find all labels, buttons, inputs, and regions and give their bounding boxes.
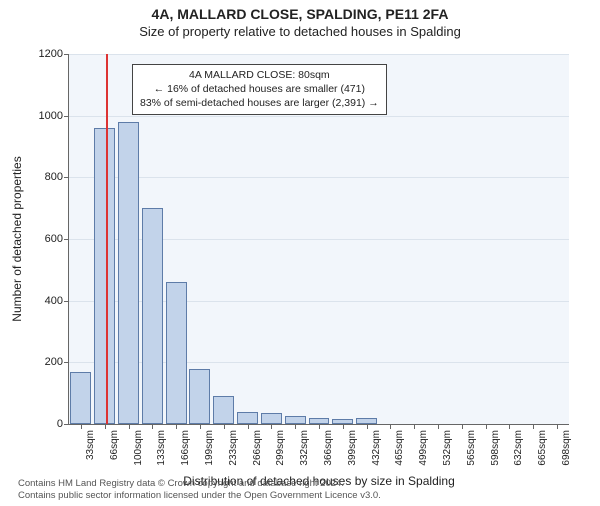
xtick-label: 332sqm [299,430,310,466]
xtick-label: 299sqm [275,430,286,466]
annotation-line1: 4A MALLARD CLOSE: 80sqm [140,68,379,82]
xtick-label: 166sqm [180,430,191,466]
xtick-label: 665sqm [537,430,548,466]
xtick-mark [367,424,368,429]
histogram-bar [237,412,258,424]
ytick-mark [64,54,69,55]
histogram-bar [285,416,306,424]
xtick-label: 632sqm [513,430,524,466]
xtick-mark [271,424,272,429]
xtick-label: 499sqm [418,430,429,466]
histogram-bar [213,396,234,424]
xtick-mark [557,424,558,429]
histogram-bar [142,208,163,424]
ytick-label: 600 [23,233,63,245]
xtick-label: 199sqm [204,430,215,466]
footer-line1: Contains HM Land Registry data © Crown c… [18,478,381,490]
histogram-bar [166,282,187,424]
xtick-mark [81,424,82,429]
plot-area: Number of detached properties Distributi… [68,54,569,425]
xtick-label: 532sqm [442,430,453,466]
ytick-mark [64,239,69,240]
gridline [69,116,569,117]
xtick-label: 66sqm [109,430,120,460]
ytick-label: 1000 [23,110,63,122]
annotation-line3: 83% of semi-detached houses are larger (… [140,96,379,110]
xtick-label: 598sqm [490,430,501,466]
ytick-mark [64,116,69,117]
xtick-mark [438,424,439,429]
xtick-mark [509,424,510,429]
xtick-label: 266sqm [252,430,263,466]
y-axis-label: Number of detached properties [10,156,24,321]
ytick-label: 400 [23,295,63,307]
xtick-label: 33sqm [85,430,96,460]
xtick-label: 465sqm [394,430,405,466]
footer-attribution: Contains HM Land Registry data © Crown c… [18,478,381,502]
xtick-label: 100sqm [133,430,144,466]
page-title-line1: 4A, MALLARD CLOSE, SPALDING, PE11 2FA [0,6,600,22]
histogram-bar [189,369,210,425]
ytick-label: 1200 [23,48,63,60]
xtick-mark [343,424,344,429]
histogram-bar [118,122,139,424]
gridline [69,54,569,55]
xtick-mark [176,424,177,429]
xtick-mark [533,424,534,429]
gridline [69,177,569,178]
ytick-mark [64,424,69,425]
xtick-label: 233sqm [228,430,239,466]
xtick-mark [152,424,153,429]
ytick-mark [64,301,69,302]
chart-container: Number of detached properties Distributi… [68,54,568,424]
xtick-mark [248,424,249,429]
xtick-mark [390,424,391,429]
property-marker-line [106,54,108,424]
histogram-bar [261,413,282,424]
xtick-label: 432sqm [371,430,382,466]
histogram-bar [94,128,115,424]
xtick-mark [319,424,320,429]
annotation-box: 4A MALLARD CLOSE: 80sqm← 16% of detached… [132,64,387,115]
xtick-mark [295,424,296,429]
ytick-label: 200 [23,356,63,368]
footer-line2: Contains public sector information licen… [18,490,381,502]
xtick-mark [462,424,463,429]
xtick-mark [414,424,415,429]
annotation-line2: ← 16% of detached houses are smaller (47… [140,82,379,96]
xtick-mark [224,424,225,429]
ytick-label: 800 [23,171,63,183]
xtick-mark [129,424,130,429]
xtick-mark [486,424,487,429]
xtick-mark [105,424,106,429]
xtick-label: 133sqm [156,430,167,466]
ytick-mark [64,362,69,363]
xtick-label: 399sqm [347,430,358,466]
ytick-label: 0 [23,418,63,430]
xtick-label: 698sqm [561,430,572,466]
histogram-bar [70,372,91,424]
xtick-label: 565sqm [466,430,477,466]
xtick-label: 366sqm [323,430,334,466]
ytick-mark [64,177,69,178]
xtick-mark [200,424,201,429]
page-title-line2: Size of property relative to detached ho… [0,24,600,39]
